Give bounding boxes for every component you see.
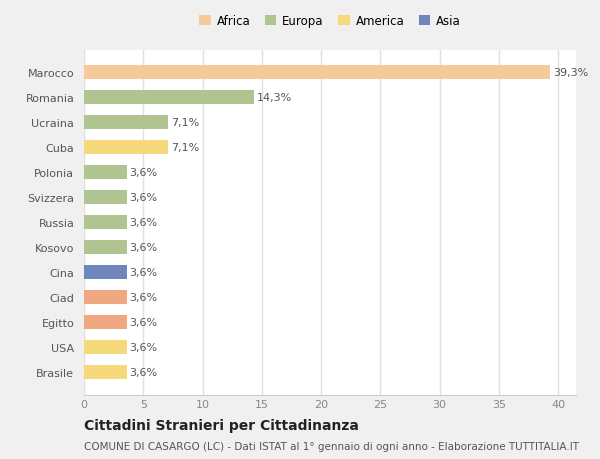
Bar bbox=[84, 216, 127, 230]
Bar bbox=[84, 365, 127, 379]
Bar bbox=[84, 66, 550, 80]
Bar bbox=[84, 191, 127, 205]
Text: 3,6%: 3,6% bbox=[130, 193, 158, 203]
Text: 7,1%: 7,1% bbox=[171, 118, 199, 128]
Text: 3,6%: 3,6% bbox=[130, 367, 158, 377]
Text: 3,6%: 3,6% bbox=[130, 268, 158, 278]
Text: 14,3%: 14,3% bbox=[256, 93, 292, 103]
Bar bbox=[84, 341, 127, 354]
Text: 39,3%: 39,3% bbox=[553, 68, 588, 78]
Text: 3,6%: 3,6% bbox=[130, 242, 158, 252]
Bar bbox=[84, 266, 127, 280]
Bar bbox=[84, 241, 127, 254]
Text: COMUNE DI CASARGO (LC) - Dati ISTAT al 1° gennaio di ogni anno - Elaborazione TU: COMUNE DI CASARGO (LC) - Dati ISTAT al 1… bbox=[84, 441, 579, 451]
Text: 3,6%: 3,6% bbox=[130, 292, 158, 302]
Bar bbox=[84, 166, 127, 179]
Bar bbox=[84, 315, 127, 329]
Bar bbox=[84, 291, 127, 304]
Text: 3,6%: 3,6% bbox=[130, 218, 158, 228]
Bar bbox=[84, 116, 168, 130]
Text: 3,6%: 3,6% bbox=[130, 168, 158, 178]
Text: 3,6%: 3,6% bbox=[130, 342, 158, 353]
Bar bbox=[84, 141, 168, 155]
Legend: Africa, Europa, America, Asia: Africa, Europa, America, Asia bbox=[199, 15, 461, 28]
Text: 3,6%: 3,6% bbox=[130, 317, 158, 327]
Bar bbox=[84, 91, 254, 105]
Text: 7,1%: 7,1% bbox=[171, 143, 199, 153]
Text: Cittadini Stranieri per Cittadinanza: Cittadini Stranieri per Cittadinanza bbox=[84, 418, 359, 431]
